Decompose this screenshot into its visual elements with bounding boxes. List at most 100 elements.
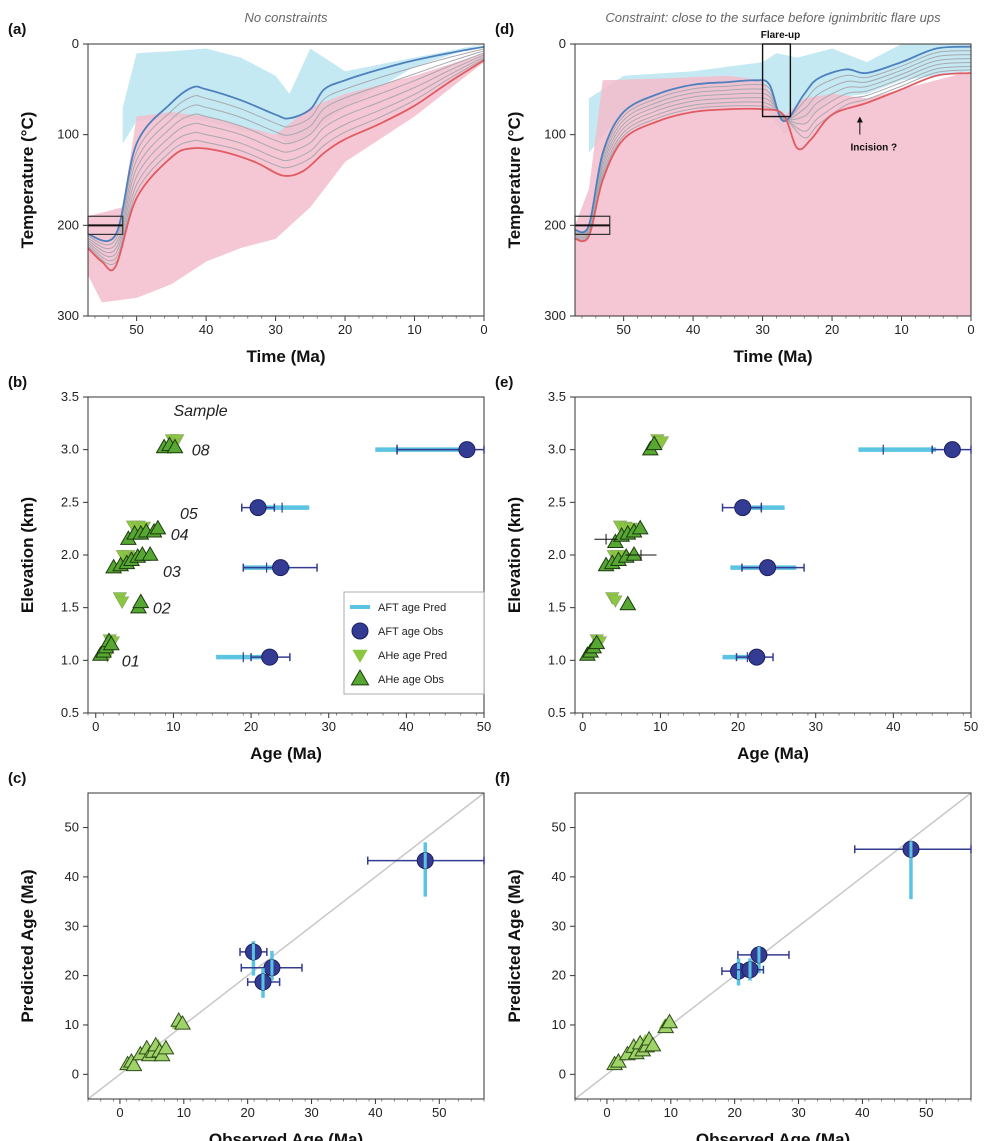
sample-label: 03 xyxy=(163,564,181,581)
model-path xyxy=(88,52,484,254)
x-tick-label: 40 xyxy=(855,1105,869,1120)
y-tick-label: 10 xyxy=(552,1017,566,1032)
panel-label: (c) xyxy=(8,770,26,787)
arrow-head xyxy=(856,116,863,123)
model-path xyxy=(88,54,484,258)
y-tick-label: 3.5 xyxy=(61,389,79,404)
y-tick-label: 0 xyxy=(72,36,79,51)
model-path xyxy=(575,50,971,235)
y-tick-label: 10 xyxy=(65,1017,79,1032)
x-axis-label: Observed Age (Ma) xyxy=(209,1130,363,1141)
panel-f: 0 10 20 30 40 50 0 10 20 30 40 50 Observed Age (Ma) P… xyxy=(495,770,972,1141)
x-tick-label: 20 xyxy=(240,1105,254,1120)
x-tick-label: 50 xyxy=(432,1105,446,1120)
x-tick-label: 40 xyxy=(199,322,213,337)
y-tick-label: 40 xyxy=(552,869,566,884)
y-tick-label: 300 xyxy=(57,308,79,323)
y-tick-label: 0 xyxy=(72,1066,79,1081)
x-axis-label: Time (Ma) xyxy=(246,347,325,366)
ahe-point xyxy=(644,1036,662,1052)
x-tick-label: 40 xyxy=(886,719,900,734)
model-path xyxy=(88,50,484,250)
panel-label: (a) xyxy=(8,21,26,38)
y-tick-label: 100 xyxy=(57,127,79,142)
y-axis-label: Predicted Age (Ma) xyxy=(18,869,37,1022)
aft-obs-point xyxy=(272,559,290,577)
chart-title: Constraint: close to the surface before … xyxy=(605,10,941,25)
y-tick-label: 0.5 xyxy=(61,705,79,720)
plot-area xyxy=(88,44,484,303)
annotation-label: Flare-up xyxy=(761,30,800,41)
x-tick-label: 30 xyxy=(268,322,282,337)
ahe-obs-point xyxy=(645,435,663,451)
x-tick-label: 10 xyxy=(653,719,667,734)
annotation-label: Incision ? xyxy=(851,143,898,154)
legend-label: AFT age Obs xyxy=(378,626,444,638)
x-tick-label: 0 xyxy=(116,1105,123,1120)
y-axis-label: Predicted Age (Ma) xyxy=(505,869,524,1022)
y-tick-label: 1.0 xyxy=(548,652,566,667)
y-tick-label: 1.5 xyxy=(61,600,79,615)
best-fit-path-hot xyxy=(575,72,971,243)
model-path xyxy=(575,69,971,241)
y-tick-label: 300 xyxy=(544,308,566,323)
x-tick-label: 0 xyxy=(579,719,586,734)
x-tick-label: 10 xyxy=(664,1105,678,1120)
best-fit-path-cold xyxy=(88,45,484,242)
y-tick-label: 50 xyxy=(552,820,566,835)
y-tick-label: 200 xyxy=(57,217,79,232)
ahe-obs-point xyxy=(619,595,637,611)
x-axis-label: Observed Age (Ma) xyxy=(696,1130,850,1141)
y-tick-label: 30 xyxy=(552,918,566,933)
x-tick-label: 20 xyxy=(825,322,839,337)
y-tick-label: 200 xyxy=(544,217,566,232)
plot-frame xyxy=(87,792,485,1100)
x-tick-label: 40 xyxy=(686,322,700,337)
y-tick-label: 20 xyxy=(552,968,566,983)
ahe-point xyxy=(174,1014,191,1030)
panel-e: 0 10 20 30 40 50 0.5 1.0 1.5 2.0 2.5 3.0 3.5 Age (Ma)… xyxy=(495,374,978,763)
sample-label: 08 xyxy=(192,443,210,460)
y-tick-label: 2.0 xyxy=(548,547,566,562)
model-path xyxy=(575,65,971,240)
legend-label: AFT age Pred xyxy=(378,602,446,614)
y-axis-label: Temperature (°C) xyxy=(18,112,37,249)
y-axis-label: Elevation (km) xyxy=(18,497,37,613)
x-tick-label: 50 xyxy=(129,322,143,337)
marks xyxy=(606,840,972,1071)
aft-obs-point xyxy=(759,559,777,577)
x-tick-label: 40 xyxy=(399,719,413,734)
ahe-obs-point xyxy=(166,438,184,454)
y-tick-label: 0 xyxy=(559,1066,566,1081)
plot-frame xyxy=(574,792,972,1100)
x-tick-label: 50 xyxy=(919,1105,933,1120)
y-tick-label: 1.0 xyxy=(61,652,79,667)
sample-label: 04 xyxy=(171,527,189,544)
panel-label: (b) xyxy=(8,374,27,391)
marks xyxy=(119,842,485,1072)
plot-frame xyxy=(87,43,485,317)
x-tick-label: 30 xyxy=(321,719,335,734)
y-tick-label: 50 xyxy=(65,820,79,835)
flare-up-box xyxy=(761,43,792,118)
model-path xyxy=(88,56,484,262)
y-tick-label: 20 xyxy=(65,968,79,983)
aft-obs-point xyxy=(458,441,476,459)
ahe-obs-point xyxy=(102,635,120,651)
sample-label: 05 xyxy=(180,506,198,523)
ahe-pred-point xyxy=(608,595,623,608)
panel-label: (d) xyxy=(495,21,514,38)
y-tick-label: 1.5 xyxy=(548,600,566,615)
x-tick-label: 10 xyxy=(894,322,908,337)
y-tick-label: 2.5 xyxy=(61,494,79,509)
panel-c: 0 10 20 30 40 50 0 10 20 30 40 50 Observed Age (Ma) P… xyxy=(8,770,485,1141)
best-fit-path-cold xyxy=(575,45,971,234)
sample-header: Sample xyxy=(173,403,227,420)
x-tick-label: 30 xyxy=(791,1105,805,1120)
sample-label: 01 xyxy=(122,653,140,670)
aft-obs-point xyxy=(261,648,279,666)
ahe-pred-point xyxy=(114,596,130,609)
x-axis-label: Time (Ma) xyxy=(733,347,812,366)
